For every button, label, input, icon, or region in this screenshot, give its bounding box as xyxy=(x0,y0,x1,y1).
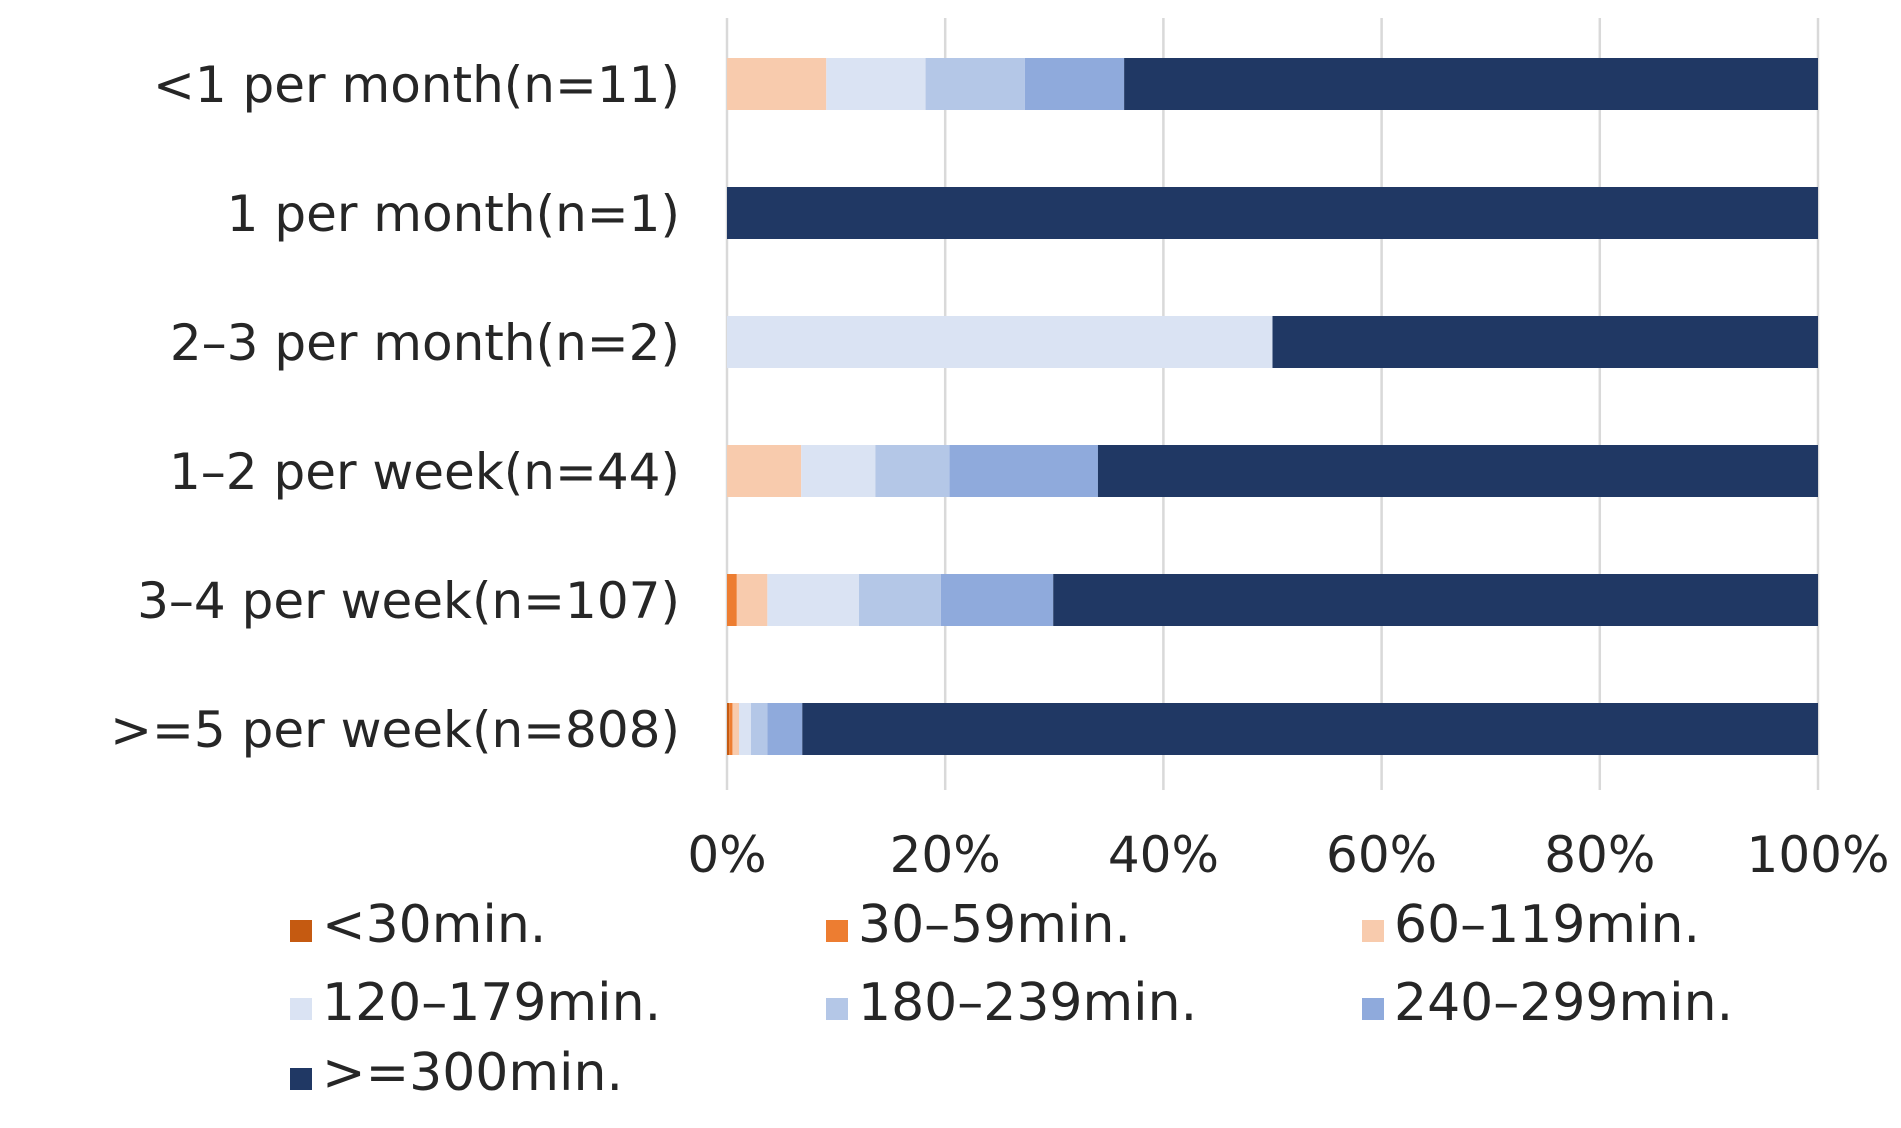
bar-segment xyxy=(940,574,1054,626)
x-tick-label: 80% xyxy=(1544,826,1655,884)
category-label: 1 per month(n=1) xyxy=(227,185,680,243)
bar-segment xyxy=(732,703,740,755)
legend-swatch xyxy=(1362,998,1384,1020)
x-tick-label: 100% xyxy=(1747,826,1890,884)
bar-segment xyxy=(826,58,926,110)
legend-swatch xyxy=(826,998,848,1020)
category-labels: <1 per month(n=11) 1 per month(n=1) 2–3 pe… xyxy=(110,56,680,759)
bar-segment xyxy=(751,703,768,755)
category-label: <1 per month(n=11) xyxy=(153,56,680,114)
legend-swatch xyxy=(290,1068,312,1090)
legend-label: <30min. xyxy=(322,895,546,955)
bar-segment xyxy=(1272,316,1818,368)
legend-label: >=300min. xyxy=(322,1043,623,1103)
legend-label: 120–179min. xyxy=(322,973,661,1033)
bar-segment xyxy=(727,316,1273,368)
legend-swatch xyxy=(1362,920,1384,942)
bar-segment xyxy=(767,703,803,755)
category-label: >=5 per week(n=808) xyxy=(110,701,680,759)
category-label: 2–3 per month(n=2) xyxy=(170,314,680,372)
bar-segment xyxy=(729,703,733,755)
bar-segment xyxy=(736,574,768,626)
legend-swatch xyxy=(290,998,312,1020)
bar-segment xyxy=(1024,58,1125,110)
bar-segment xyxy=(727,703,730,755)
bar-segment xyxy=(1053,574,1818,626)
bar-segment xyxy=(925,58,1025,110)
bar-segment xyxy=(1097,445,1818,497)
bar-segment xyxy=(727,445,802,497)
x-tick-label: 40% xyxy=(1108,826,1219,884)
legend-label: 180–239min. xyxy=(858,973,1197,1033)
legend-swatch xyxy=(826,920,848,942)
category-label: 1–2 per week(n=44) xyxy=(169,443,680,501)
bar-segment xyxy=(727,58,827,110)
legend-swatch xyxy=(290,920,312,942)
bar-segment xyxy=(727,574,737,626)
bar-segment xyxy=(767,574,860,626)
x-tick-labels: 0% 20% 40% 60% 80% 100% xyxy=(687,826,1889,884)
legend-label: 240–299min. xyxy=(1394,973,1733,1033)
legend-label: 60–119min. xyxy=(1394,895,1700,955)
bar-segment xyxy=(801,445,876,497)
bar-segment xyxy=(875,445,950,497)
bar-segment xyxy=(727,187,1818,239)
bar-segment xyxy=(859,574,941,626)
x-tick-label: 60% xyxy=(1326,826,1437,884)
x-tick-label: 20% xyxy=(890,826,1001,884)
category-label: 3–4 per week(n=107) xyxy=(137,572,680,630)
x-tick-label: 0% xyxy=(687,826,766,884)
legend-label: 30–59min. xyxy=(858,895,1131,955)
gridlines xyxy=(725,18,1820,790)
bar-segment xyxy=(802,703,1818,755)
bar-segment xyxy=(949,445,1098,497)
bar-segment xyxy=(1124,58,1818,110)
legend: <30min. 30–59min. 60–119min. 120–179min. 180… xyxy=(290,895,1733,1103)
bar-segment xyxy=(739,703,752,755)
bars xyxy=(727,58,1818,755)
